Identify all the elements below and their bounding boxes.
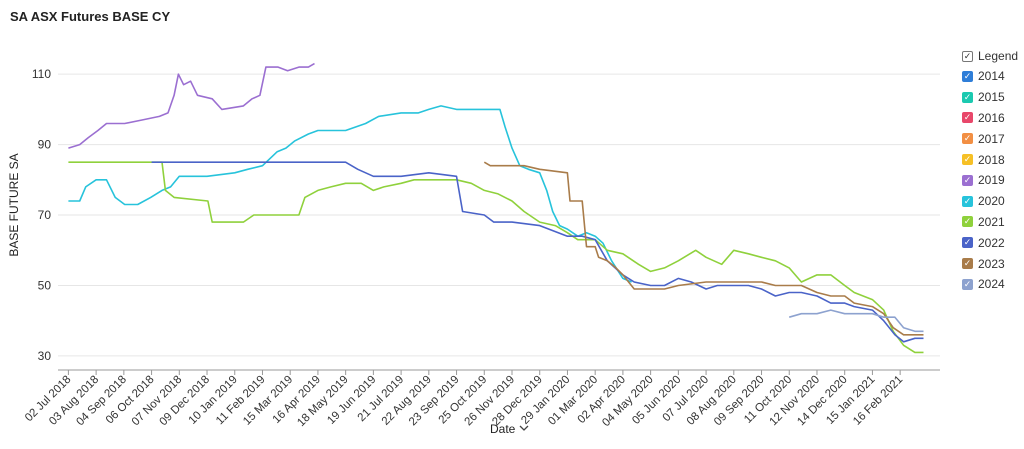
y-tick-label: 90 <box>38 138 52 152</box>
legend-item-2015[interactable]: ✓ 2015 <box>962 87 1022 108</box>
legend-check-icon[interactable]: ✓ <box>962 50 973 62</box>
legend-title: Legend <box>978 49 1019 63</box>
x-tick-label: 16 Feb 2021 <box>851 374 905 428</box>
check-icon[interactable]: ✓ <box>962 195 973 207</box>
series-line-2020 <box>68 105 632 283</box>
legend-header[interactable]: ✓ Legend <box>962 46 1022 66</box>
legend-item-2022[interactable]: ✓ 2022 <box>962 232 1022 253</box>
chart-title: SA ASX Futures BASE CY <box>10 9 171 24</box>
x-axis-label: Date <box>490 422 516 436</box>
legend-item-2018[interactable]: ✓ 2018 <box>962 149 1022 170</box>
check-icon[interactable]: ✓ <box>962 258 973 270</box>
legend-item-2014[interactable]: ✓ 2014 <box>962 66 1022 87</box>
legend-item-2024[interactable]: ✓ 2024 <box>962 274 1022 295</box>
check-icon[interactable]: ✓ <box>962 133 973 145</box>
legend-label: 2024 <box>978 277 1005 292</box>
check-icon[interactable]: ✓ <box>962 112 973 124</box>
legend-item-2021[interactable]: ✓ 2021 <box>962 212 1022 233</box>
legend-item-2023[interactable]: ✓ 2023 <box>962 253 1022 274</box>
check-icon[interactable]: ✓ <box>962 174 973 186</box>
y-tick-labels: 30 50 70 90 110 <box>32 67 51 363</box>
y-tick-label: 70 <box>38 208 52 222</box>
legend-label: 2019 <box>978 173 1005 188</box>
series-line-2021 <box>68 161 924 354</box>
y-tick-label: 50 <box>38 278 52 292</box>
legend-label: 2021 <box>978 214 1005 229</box>
series-line-2019 <box>68 62 315 149</box>
y-tick-label: 110 <box>32 67 51 81</box>
legend-label: 2016 <box>978 110 1005 125</box>
chevron-down-icon <box>519 424 529 435</box>
legend-label: 2014 <box>978 69 1005 84</box>
legend-label: 2015 <box>978 90 1005 105</box>
check-icon[interactable]: ✓ <box>962 237 973 249</box>
legend-item-2017[interactable]: ✓ 2017 <box>962 128 1022 149</box>
series-line-2024 <box>788 309 924 333</box>
check-icon[interactable]: ✓ <box>962 91 973 103</box>
legend-label: 2023 <box>978 256 1005 271</box>
legend-item-2020[interactable]: ✓ 2020 <box>962 191 1022 212</box>
check-icon[interactable]: ✓ <box>962 70 973 82</box>
legend-item-2019[interactable]: ✓ 2019 <box>962 170 1022 191</box>
check-icon[interactable]: ✓ <box>962 216 973 228</box>
legend-label: 2022 <box>978 235 1005 250</box>
series-line-2023 <box>483 161 924 336</box>
y-tick-label: 30 <box>38 349 52 363</box>
series-line-2022 <box>151 161 924 343</box>
legend-label: 2018 <box>978 152 1005 167</box>
series-lines <box>68 62 924 354</box>
gridlines <box>58 73 940 371</box>
legend: ✓ Legend ✓ 2014 ✓ 2015 ✓ 2016 ✓ 2017 ✓ 2018 ✓ 2019 ✓… <box>962 46 1022 295</box>
y-axis-label: BASE FUTURE SA <box>7 153 21 256</box>
x-axis-label-control[interactable]: Date <box>490 422 529 436</box>
check-icon[interactable]: ✓ <box>962 278 973 290</box>
check-icon[interactable]: ✓ <box>962 154 973 166</box>
legend-label: 2020 <box>978 194 1005 209</box>
legend-label: 2017 <box>978 131 1005 146</box>
legend-item-2016[interactable]: ✓ 2016 <box>962 108 1022 129</box>
